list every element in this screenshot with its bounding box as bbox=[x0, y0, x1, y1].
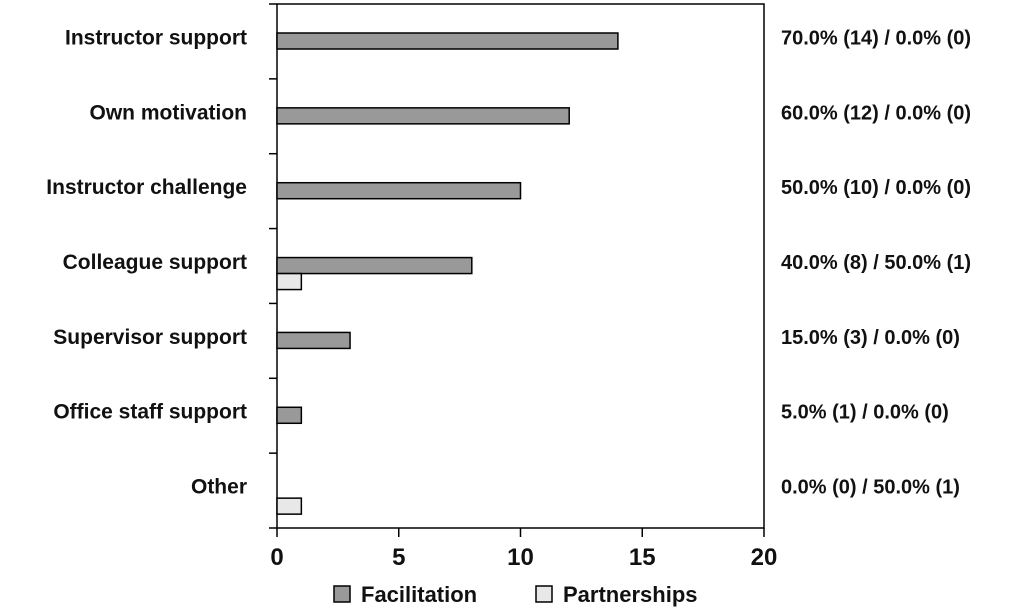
data-label: 70.0% (14) / 0.0% (0) bbox=[781, 27, 971, 49]
data-label: 15.0% (3) / 0.0% (0) bbox=[781, 327, 960, 349]
legend-label-partnerships: Partnerships bbox=[563, 582, 698, 607]
data-label: 40.0% (8) / 50.0% (1) bbox=[781, 252, 971, 274]
category-label: Office staff support bbox=[53, 401, 247, 424]
data-label: 5.0% (1) / 0.0% (0) bbox=[781, 402, 949, 424]
category-label: Supervisor support bbox=[53, 326, 247, 349]
bar-facilitation bbox=[276, 331, 351, 350]
data-label: 50.0% (10) / 0.0% (0) bbox=[781, 177, 971, 199]
bar-facilitation bbox=[276, 406, 303, 425]
bar-facilitation bbox=[276, 181, 522, 200]
x-tick-label: 10 bbox=[507, 544, 534, 571]
legend-swatch-facilitation bbox=[333, 585, 351, 603]
x-tick-label: 20 bbox=[751, 544, 778, 571]
category-label: Instructor support bbox=[65, 26, 247, 49]
legend-swatch-partnerships bbox=[535, 585, 553, 603]
data-label: 60.0% (12) / 0.0% (0) bbox=[781, 102, 971, 124]
category-label: Own motivation bbox=[90, 101, 248, 124]
x-tick-label: 0 bbox=[270, 544, 283, 571]
bar-partnerships bbox=[276, 272, 303, 291]
data-label: 0.0% (0) / 50.0% (1) bbox=[781, 477, 960, 499]
category-label: Colleague support bbox=[63, 251, 247, 274]
legend-label-facilitation: Facilitation bbox=[361, 582, 477, 607]
category-label: Other bbox=[191, 476, 247, 499]
category-label: Instructor challenge bbox=[46, 176, 247, 199]
x-tick-label: 5 bbox=[392, 544, 405, 571]
bar-facilitation bbox=[276, 32, 619, 50]
bar-partnerships bbox=[276, 497, 303, 515]
bar-facilitation bbox=[276, 256, 473, 275]
bar-facilitation bbox=[276, 107, 570, 125]
x-tick-label: 15 bbox=[629, 544, 656, 571]
